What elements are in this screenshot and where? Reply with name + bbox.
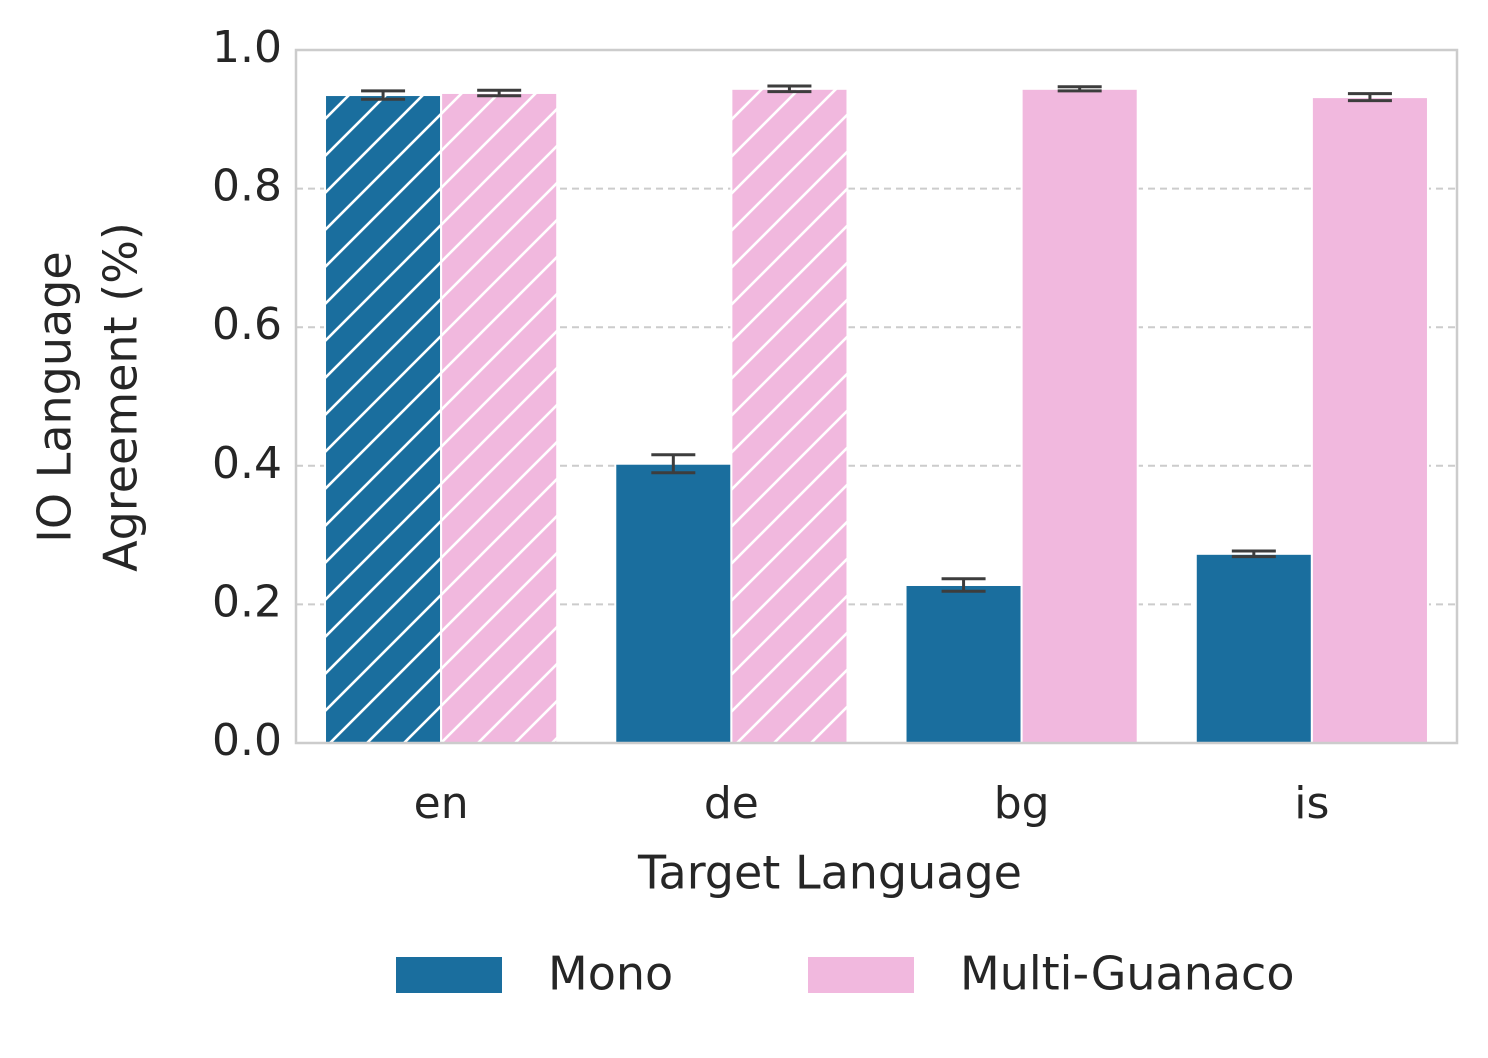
y-tick-label: 1.0: [212, 22, 282, 73]
legend-swatch: [808, 957, 914, 993]
y-axis-label: IO Language: [28, 251, 82, 542]
error-bar: [651, 453, 696, 475]
legend-label: Multi-Guanaco: [960, 947, 1295, 1001]
x-tick-label: de: [704, 778, 759, 829]
error-bar: [1347, 92, 1392, 103]
plot-frame: [294, 48, 1459, 745]
legend-label: Mono: [548, 947, 673, 1001]
y-tick-label: 0.2: [212, 576, 282, 627]
y-axis-label: Agreement (%): [94, 222, 148, 572]
legend-swatch: [396, 957, 502, 993]
error-bar: [361, 89, 406, 101]
error-bar: [941, 577, 986, 593]
y-tick-label: 0.0: [212, 715, 282, 766]
bar: [324, 94, 443, 745]
error-bar: [767, 84, 812, 94]
bar: [730, 87, 849, 745]
x-tick-label: en: [414, 778, 469, 829]
x-tick-label: bg: [994, 778, 1050, 829]
error-bar: [1057, 85, 1102, 93]
error-bar: [477, 88, 522, 98]
bar: [1194, 552, 1313, 744]
bar: [1310, 96, 1429, 744]
y-tick-label: 0.4: [212, 438, 282, 489]
x-axis-label: Target Language: [637, 846, 1022, 900]
bar: [440, 91, 559, 744]
error-bar: [1231, 549, 1276, 559]
x-tick-label: is: [1294, 778, 1329, 829]
bar: [614, 462, 733, 744]
bar: [904, 583, 1023, 744]
y-tick-label: 0.6: [212, 299, 282, 350]
bar: [1020, 87, 1139, 745]
y-tick-label: 0.8: [212, 161, 282, 212]
